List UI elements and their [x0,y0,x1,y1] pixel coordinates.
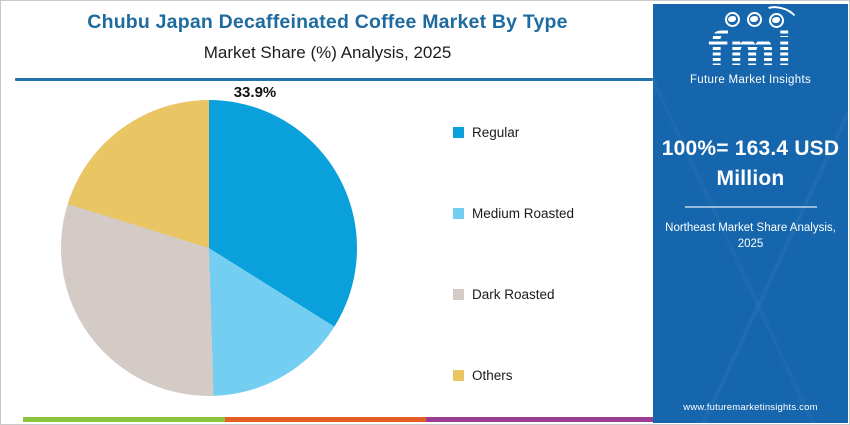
stripe-segment-purple [426,417,654,422]
page-title: Chubu Japan Decaffeinated Coffee Market … [87,11,568,33]
legend-item-dark-roasted: Dark Roasted [453,286,574,302]
logo-wordmark: fmi [676,25,826,75]
legend-item-regular: Regular [453,124,574,140]
stripe-segment-green [23,417,225,422]
logo-tagline: Future Market Insights [689,74,811,86]
legend-label: Regular [472,124,520,140]
stripe-segment-orange [225,417,426,422]
legend-swatch-dark-roasted [453,288,464,300]
pie-slice-data-label: 33.9% [233,84,277,101]
legend-label: Medium Roasted [472,205,575,221]
legend-label: Others [472,367,513,383]
legend-item-medium-roasted: Medium Roasted [453,205,575,221]
market-size-stat: 100%= 163.4 USD Million [661,137,840,190]
page-subtitle: Market Share (%) Analysis, 2025 [203,43,452,62]
legend-swatch-medium-roasted [453,207,464,219]
legend-label: Dark Roasted [472,286,555,302]
analysis-note: Northeast Market Share Analysis, 2025 [665,222,836,250]
fmi-logo: fmi Future Market Insights [676,2,826,94]
legend-swatch-others [453,369,464,381]
pie-chart [61,100,357,396]
globe-icon [724,12,740,27]
title-divider [15,78,653,81]
globe-icon [746,12,762,27]
legend-item-others: Others [453,367,574,383]
footer-accent-stripe [23,417,654,422]
chart-legend: Regular Medium Roasted Dark Roasted Othe… [453,124,575,383]
website-link[interactable]: www.futuremarketinsights.com [683,402,818,413]
header: Chubu Japan Decaffeinated Coffee Market … [1,1,654,63]
brand-sidebar: fmi Future Market Insights 100%= 163.4 U… [653,2,848,423]
globe-icon [768,13,784,28]
legend-swatch-regular [453,126,464,138]
sidebar-divider [684,206,817,208]
